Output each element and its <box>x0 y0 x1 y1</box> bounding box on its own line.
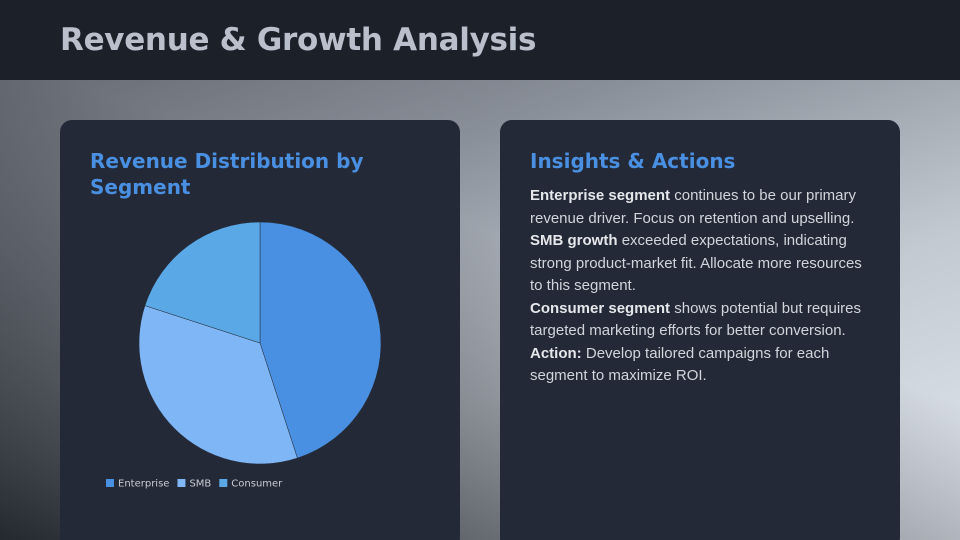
legend-swatch <box>177 479 186 487</box>
chart-card: Revenue Distribution by Segment Enterpri… <box>60 120 460 540</box>
page-title: Revenue & Growth Analysis <box>60 22 537 58</box>
pie-slice <box>259 221 382 459</box>
insight-lead: Consumer segment <box>530 299 671 317</box>
insight-lead: Enterprise segment <box>530 187 671 204</box>
chart-title: Revenue Distribution by Segment <box>90 149 364 199</box>
legend-label: SMB <box>189 479 211 490</box>
insight: SMB growth exceeded expectations, indicat… <box>530 230 875 298</box>
legend-swatch <box>219 479 228 487</box>
insight-text: shows potential but requires targeted ma… <box>530 299 862 340</box>
insight: Enterprise segment continues to be our pr… <box>530 185 875 230</box>
legend-label: Consumer <box>231 479 283 490</box>
pie-chart: Enterprise SMB Consumer <box>106 221 382 490</box>
insight: Consumer segment shows potential but requ… <box>530 298 875 343</box>
pie-slice <box>144 221 261 344</box>
header: Revenue & Growth Analysis <box>0 0 960 80</box>
insights-text: Enterprise segment continues to be our pr… <box>530 185 875 388</box>
pie-slice <box>138 305 298 465</box>
legend-label: Enterprise <box>118 479 169 490</box>
insight-text: continues to be our primary revenue driv… <box>530 187 856 227</box>
insight-text: Develop tailored campaigns for each segm… <box>530 344 830 385</box>
insight: Action: Develop tailored campaigns for ea… <box>530 343 875 388</box>
insights-card: Insights & Actions Enterprise segment con… <box>500 120 900 540</box>
insights-title: Insights & Actions <box>530 149 736 173</box>
insight-lead: Action: <box>530 344 582 362</box>
insight-lead: SMB growth <box>530 232 618 249</box>
legend-swatch <box>106 479 114 487</box>
insight-text: exceeded expectations, indicating strong… <box>530 232 862 294</box>
